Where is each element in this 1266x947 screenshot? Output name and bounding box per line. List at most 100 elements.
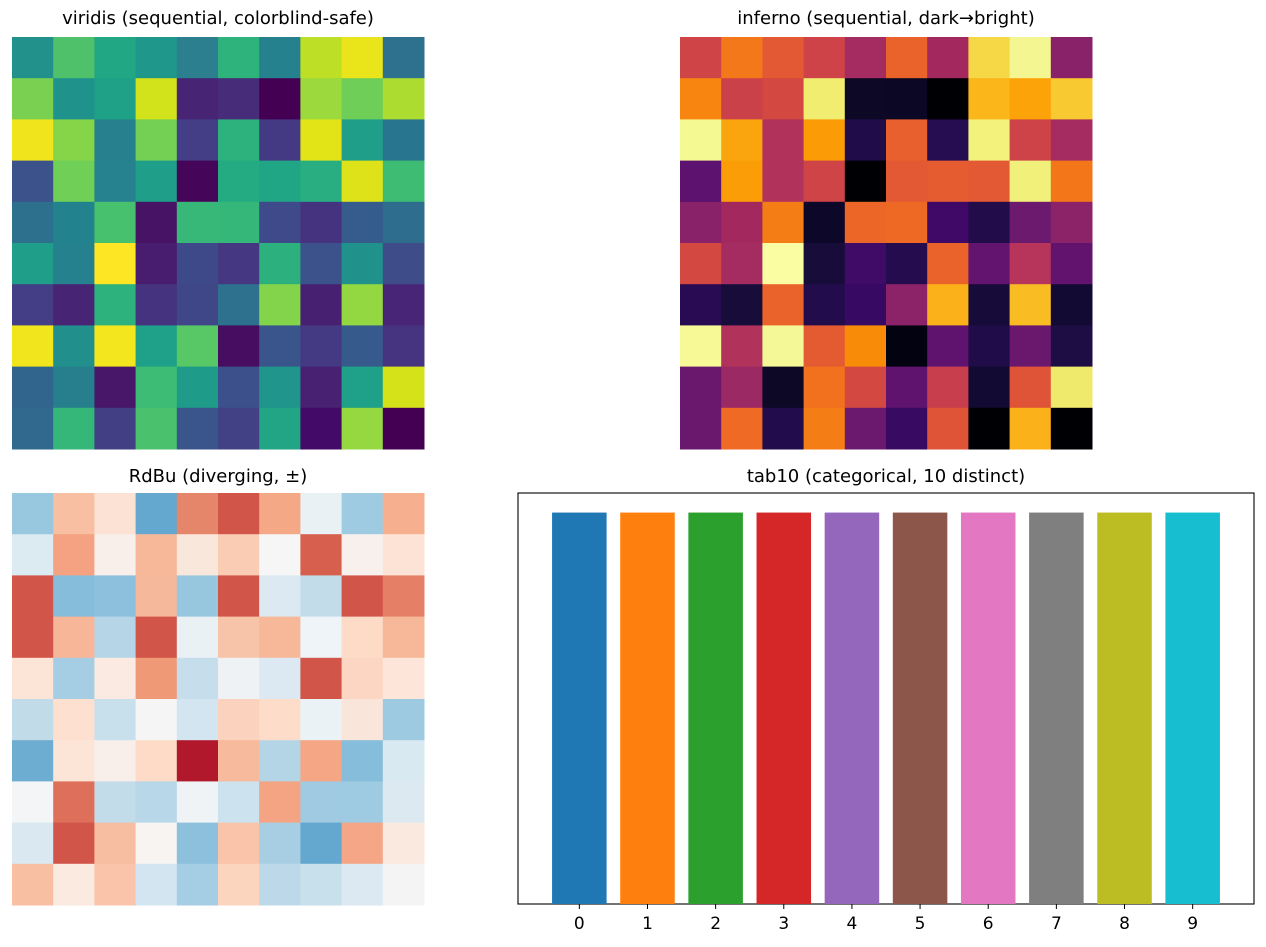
heatmap-cell xyxy=(135,201,178,244)
heatmap-cell xyxy=(382,863,425,906)
heatmap-cell xyxy=(721,119,763,162)
heatmap-cell xyxy=(721,160,763,203)
heatmap-cell xyxy=(94,657,137,700)
heatmap-cell xyxy=(300,863,343,906)
heatmap-cell xyxy=(886,407,928,450)
heatmap-cell xyxy=(135,616,178,659)
heatmap-cell xyxy=(135,781,178,824)
heatmap-cell xyxy=(300,534,343,576)
heatmap-cell xyxy=(53,160,95,203)
heatmap-cell xyxy=(341,575,384,618)
heatmap-cell xyxy=(176,160,219,203)
heatmap-cell xyxy=(721,78,763,120)
heatmap-cell xyxy=(259,160,301,203)
heatmap-cell xyxy=(176,822,219,865)
heatmap-cell xyxy=(341,243,384,285)
heatmap-cell xyxy=(341,616,384,659)
heatmap-cell xyxy=(680,201,722,244)
heatmap-cell xyxy=(762,160,805,203)
heatmap-cell xyxy=(382,534,425,576)
heatmap-cell xyxy=(176,243,219,285)
heatmap-cell xyxy=(218,78,260,120)
heatmap-cell xyxy=(341,822,384,865)
heatmap-cell xyxy=(218,699,260,741)
heatmap-cell xyxy=(94,284,137,326)
heatmap-cell xyxy=(1050,243,1093,285)
heatmap-cell xyxy=(135,699,178,741)
bar xyxy=(892,512,948,904)
heatmap-cell xyxy=(53,863,95,906)
heatmap-cell xyxy=(259,78,301,120)
heatmap-cell xyxy=(135,822,178,865)
heatmap-cell xyxy=(94,493,137,535)
heatmap-cell xyxy=(300,201,343,244)
rdbu-title: RdBu (diverging, ±) xyxy=(128,466,308,487)
heatmap-cell xyxy=(1009,37,1052,79)
heatmap-cell xyxy=(927,78,969,120)
heatmap-cell xyxy=(12,657,54,700)
heatmap-cell xyxy=(135,284,178,326)
heatmap-cell xyxy=(382,740,425,782)
heatmap-cell xyxy=(12,37,54,79)
x-tick-label: 5 xyxy=(915,914,926,934)
heatmap-cell xyxy=(762,325,805,368)
heatmap-cell xyxy=(300,699,343,741)
heatmap-cell xyxy=(12,243,54,285)
heatmap-cell xyxy=(844,243,887,285)
bar xyxy=(756,512,812,904)
heatmap-cell xyxy=(218,119,260,162)
heatmap-cell xyxy=(341,119,384,162)
heatmap-cell xyxy=(259,325,301,368)
heatmap-cell xyxy=(94,78,137,120)
heatmap-cell xyxy=(300,243,343,285)
heatmap-cell xyxy=(12,863,54,906)
bar xyxy=(552,512,607,904)
heatmap-cell xyxy=(12,699,54,741)
heatmap-cell xyxy=(12,740,54,782)
heatmap-cell xyxy=(176,119,219,162)
heatmap-cell xyxy=(300,37,343,79)
heatmap-cell xyxy=(94,325,137,368)
heatmap-cell xyxy=(218,740,260,782)
bar xyxy=(1097,512,1152,904)
heatmap-cell xyxy=(53,493,95,535)
heatmap-cell xyxy=(382,575,425,618)
heatmap-cell xyxy=(382,37,425,79)
heatmap-cell xyxy=(259,201,301,244)
heatmap-cell xyxy=(176,325,219,368)
heatmap-cell xyxy=(12,534,54,576)
heatmap-cell xyxy=(135,119,178,162)
heatmap-cell xyxy=(341,407,384,450)
heatmap-cell xyxy=(803,325,846,368)
heatmap-cell xyxy=(94,534,137,576)
heatmap-cell xyxy=(382,699,425,741)
heatmap-cell xyxy=(680,407,722,450)
heatmap-cell xyxy=(135,37,178,79)
heatmap-cell xyxy=(53,699,95,741)
heatmap-cell xyxy=(341,657,384,700)
heatmap-cell xyxy=(135,534,178,576)
heatmap-cell xyxy=(1050,37,1093,79)
heatmap-cell xyxy=(300,78,343,120)
heatmap-cell xyxy=(927,325,969,368)
heatmap-cell xyxy=(927,366,969,409)
heatmap-cell xyxy=(382,160,425,203)
heatmap-cell xyxy=(1009,284,1052,326)
heatmap-cell xyxy=(12,284,54,326)
heatmap-cell xyxy=(721,407,763,450)
heatmap-cell xyxy=(53,325,95,368)
heatmap-cell xyxy=(886,201,928,244)
heatmap-cell xyxy=(680,160,722,203)
heatmap-cell xyxy=(762,284,805,326)
heatmap-cell xyxy=(53,78,95,120)
heatmap-cell xyxy=(176,699,219,741)
heatmap-cell xyxy=(968,407,1011,450)
heatmap-cell xyxy=(762,366,805,409)
heatmap-cell xyxy=(803,243,846,285)
heatmap-cell xyxy=(94,781,137,824)
heatmap-cell xyxy=(218,366,260,409)
heatmap-cell xyxy=(176,284,219,326)
heatmap-cell xyxy=(382,657,425,700)
heatmap-cell xyxy=(135,160,178,203)
heatmap-cell xyxy=(259,699,301,741)
